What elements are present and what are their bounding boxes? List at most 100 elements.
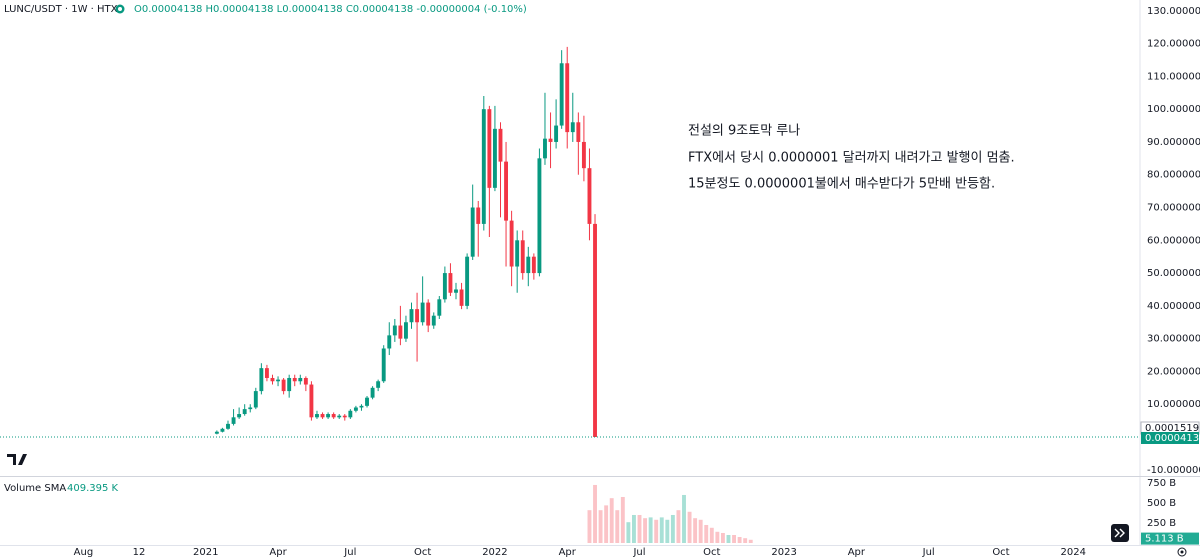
candle-body bbox=[309, 384, 314, 418]
candle-body bbox=[548, 138, 553, 142]
x-tick-label: Aug bbox=[74, 547, 94, 558]
x-tick-label: Apr bbox=[269, 547, 287, 558]
volume-bar bbox=[682, 494, 686, 543]
gear-icon[interactable] bbox=[1177, 547, 1187, 557]
volume-bar bbox=[693, 518, 698, 543]
candle-body bbox=[465, 256, 470, 306]
candle-body bbox=[259, 368, 264, 392]
candle-body bbox=[248, 407, 253, 410]
y-tick-label: 80.00000000 bbox=[1147, 170, 1200, 181]
candle-body bbox=[431, 315, 436, 326]
candle-body bbox=[270, 377, 275, 382]
volume-title: Volume SMA bbox=[4, 483, 66, 494]
candle-body bbox=[292, 377, 297, 382]
y-tick-label: 10.00000000 bbox=[1147, 399, 1200, 410]
candle-body bbox=[381, 348, 386, 382]
candle-body bbox=[537, 158, 542, 274]
candle-body bbox=[281, 379, 286, 392]
volume-bar bbox=[676, 510, 681, 543]
volume-sma: 409.395 K bbox=[67, 483, 119, 494]
volume-bar bbox=[598, 510, 603, 543]
candle-body bbox=[342, 415, 347, 418]
candle-body bbox=[376, 381, 381, 388]
candle-body bbox=[420, 302, 425, 323]
volume-bar bbox=[732, 534, 736, 543]
price-label-box bbox=[1141, 431, 1199, 444]
volume-bar bbox=[715, 531, 720, 543]
candle-body bbox=[448, 273, 453, 293]
y-tick-label: 100.00000000 bbox=[1147, 104, 1200, 115]
gear-center bbox=[1180, 550, 1184, 554]
y-tick-label: 20.00000000 bbox=[1147, 366, 1200, 377]
tv-logo bbox=[7, 454, 27, 465]
settings-button[interactable] bbox=[1177, 547, 1187, 557]
x-tick-label: Oct bbox=[992, 547, 1009, 558]
y-tick-label: 120.00000000 bbox=[1147, 39, 1200, 50]
candle-body bbox=[237, 414, 242, 418]
candle-body bbox=[470, 207, 475, 257]
x-tick-label: 2022 bbox=[482, 547, 507, 558]
volume-bar bbox=[720, 532, 725, 543]
candle-body bbox=[331, 414, 336, 418]
volume-bar bbox=[626, 522, 631, 543]
volume-bar bbox=[670, 514, 675, 543]
logo-shape bbox=[7, 454, 27, 465]
candle-body bbox=[476, 207, 481, 224]
volume-label: 5.113 B bbox=[1145, 534, 1184, 545]
candle-body bbox=[459, 289, 464, 306]
volume-bar bbox=[737, 536, 742, 543]
y-tick-label: 60.00000000 bbox=[1147, 235, 1200, 246]
candle-body bbox=[520, 240, 525, 274]
candle-body bbox=[231, 417, 236, 424]
x-tick-label: Jul bbox=[632, 547, 645, 558]
volume-bar bbox=[704, 524, 709, 543]
candle-body bbox=[326, 414, 331, 418]
status-dot-inner bbox=[118, 7, 122, 11]
candle-body bbox=[481, 109, 486, 224]
candle-body bbox=[348, 410, 353, 418]
candle-body bbox=[531, 256, 536, 274]
candle-body bbox=[509, 220, 514, 267]
scroll-button-bg[interactable] bbox=[1111, 524, 1129, 542]
annotation: 전설의 9조토막 루나 bbox=[688, 124, 800, 139]
candle-body bbox=[487, 109, 492, 188]
candle-body bbox=[498, 128, 503, 162]
volume-bar bbox=[654, 519, 659, 543]
y-tick-label: 500 B bbox=[1147, 498, 1176, 509]
volume-bar bbox=[665, 519, 670, 543]
volume-bar bbox=[648, 517, 653, 543]
scroll-button[interactable] bbox=[1111, 524, 1129, 542]
candle-body bbox=[454, 289, 458, 293]
y-tick-label: 70.00000000 bbox=[1147, 203, 1200, 214]
volume-bar bbox=[743, 538, 748, 543]
volume-bar bbox=[709, 527, 714, 543]
y-tick-label: 40.00000000 bbox=[1147, 301, 1200, 312]
candle-body bbox=[392, 325, 397, 336]
candle-body bbox=[565, 63, 570, 133]
volume-bar bbox=[609, 498, 614, 543]
x-tick-label: Apr bbox=[848, 547, 866, 558]
candle-body bbox=[570, 122, 575, 133]
x-tick-label: Oct bbox=[703, 547, 720, 558]
candle-body bbox=[387, 335, 392, 349]
candle-body bbox=[526, 256, 531, 274]
candle-body bbox=[409, 309, 414, 323]
volume-bar bbox=[659, 517, 664, 543]
volume-bar bbox=[632, 514, 636, 543]
volume-bar bbox=[726, 534, 731, 543]
volume-bar bbox=[748, 539, 753, 543]
candle-body bbox=[287, 377, 292, 392]
candle-body bbox=[303, 377, 308, 385]
x-tick-label: Jul bbox=[922, 547, 935, 558]
candle-body bbox=[315, 414, 319, 418]
candle-body bbox=[353, 407, 358, 411]
volume-bar bbox=[593, 484, 597, 543]
price-label: 0.00004138 bbox=[1145, 433, 1200, 444]
y-tick-label: 30.00000000 bbox=[1147, 334, 1200, 345]
volume-bar bbox=[620, 496, 625, 543]
x-tick-label: Oct bbox=[414, 547, 431, 558]
candle-body bbox=[365, 397, 369, 406]
candle-body bbox=[242, 409, 247, 415]
